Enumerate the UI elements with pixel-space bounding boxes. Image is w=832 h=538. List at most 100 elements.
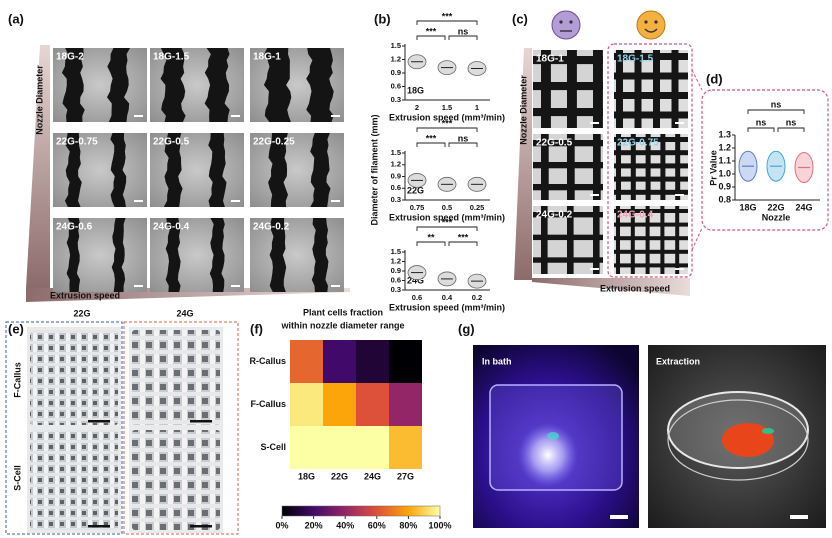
x-tick-label: 2 [415,103,419,112]
sig-label: *** [458,232,469,242]
print-photo [132,330,220,425]
filament [269,218,287,292]
image-label: 24G-0.4 [617,210,654,221]
scale-bar [134,200,143,202]
y-tick-label: 0.3 [391,195,401,204]
group-box [5,321,123,535]
heatmap-cell [323,383,356,426]
row-label: R-Callus [249,356,286,366]
panel-label: (d) [706,71,723,86]
glow [518,423,578,487]
image-label: 24G-0.2 [536,210,573,221]
filament [66,218,81,292]
filament [533,234,603,241]
colorbar-tick-label: 80% [399,520,417,530]
panel-box [701,89,829,231]
filament [165,218,181,292]
filament [263,48,292,122]
scale-bar [231,115,240,117]
y-tick-label: 1.3 [718,129,731,139]
image-label: 18G-1 [253,52,281,63]
scale-bar [610,515,628,519]
filament [593,50,603,128]
sig-label: ns [756,117,767,127]
sig-label: ns [771,99,782,109]
heatmap-cell [389,340,422,383]
panel-label: (b) [374,11,391,26]
group-box [123,321,239,535]
panel-label: (c) [512,11,528,26]
filament [310,133,331,207]
x-tick-label: 22G [767,202,784,212]
dish-rim [667,399,809,481]
filament [160,48,186,122]
filament [533,162,603,169]
connector [691,69,703,251]
y-tick-label: 0.9 [391,68,401,77]
x-tick-label: 1.5 [442,103,452,112]
y-tick-label: 0.3 [391,95,401,104]
sig-label: ** [427,232,435,242]
image-label: 24G-0.6 [56,222,93,233]
micrograph [53,218,147,292]
y-tick-label: 0.3 [391,285,401,294]
y-tick-label: 0.6 [391,81,401,90]
image-label: 18G-1 [536,54,564,65]
filament [111,218,126,292]
sig-bracket [416,142,446,147]
green-spot [762,428,774,434]
filament [660,206,665,274]
y-tick-label: 1.2 [391,160,401,169]
colorbar-tick-label: 40% [336,520,354,530]
colorbar-tick-label: 0% [275,520,288,530]
filament [64,133,82,207]
filament [614,111,688,119]
scale-bar [231,200,240,202]
scale-bar [190,420,212,423]
x-tick-label: 18G [739,202,756,212]
filament [675,134,681,200]
filament [614,209,688,213]
y-tick-label: 1.5 [391,41,401,50]
sig-label: *** [426,26,437,36]
heatmap-title: within nozzle diameter range [280,320,404,330]
panel-label: (g) [458,321,475,336]
axis-label: Extrusion speed [600,283,670,293]
heatmap-cell [323,426,356,469]
sig-label: *** [442,217,453,227]
sig-label: *** [426,133,437,143]
axis-title: Diameter of filament (mm) [369,114,379,225]
scale-bar [675,194,684,196]
image-label: 18G-1.5 [617,54,654,65]
face-eye [644,20,648,24]
filament [653,50,660,128]
x-tick-label: 0.4 [442,293,453,302]
y-tick-label: 1.2 [391,256,401,265]
face-eye [559,20,563,24]
filament [614,72,688,80]
filament [614,222,688,227]
axis-label: Nozzle Diameter [34,65,44,135]
sig-bracket [777,127,805,132]
filament [593,134,601,200]
filament [593,206,600,274]
y-tick-label: 1.2 [391,54,401,63]
sig-bracket [416,35,446,40]
column-label: 18G [298,471,315,481]
scale-bar [331,200,340,202]
highlight-box [607,43,693,278]
panel-label: (a) [8,11,24,26]
print-photo [30,330,118,425]
sig-bracket [416,127,478,132]
heatmap-cell [290,426,323,469]
sig-bracket [747,109,805,114]
y-tick-label: 0.6 [391,275,401,284]
sig-bracket [448,142,478,147]
colorbar-tick-label: 100% [428,520,451,530]
gauge-label: 24G [407,275,424,285]
cyan-spot [547,432,559,440]
y-tick-label: 1.1 [718,155,731,165]
image-label: 18G-1.5 [153,52,190,63]
sig-label: ns [786,117,797,127]
